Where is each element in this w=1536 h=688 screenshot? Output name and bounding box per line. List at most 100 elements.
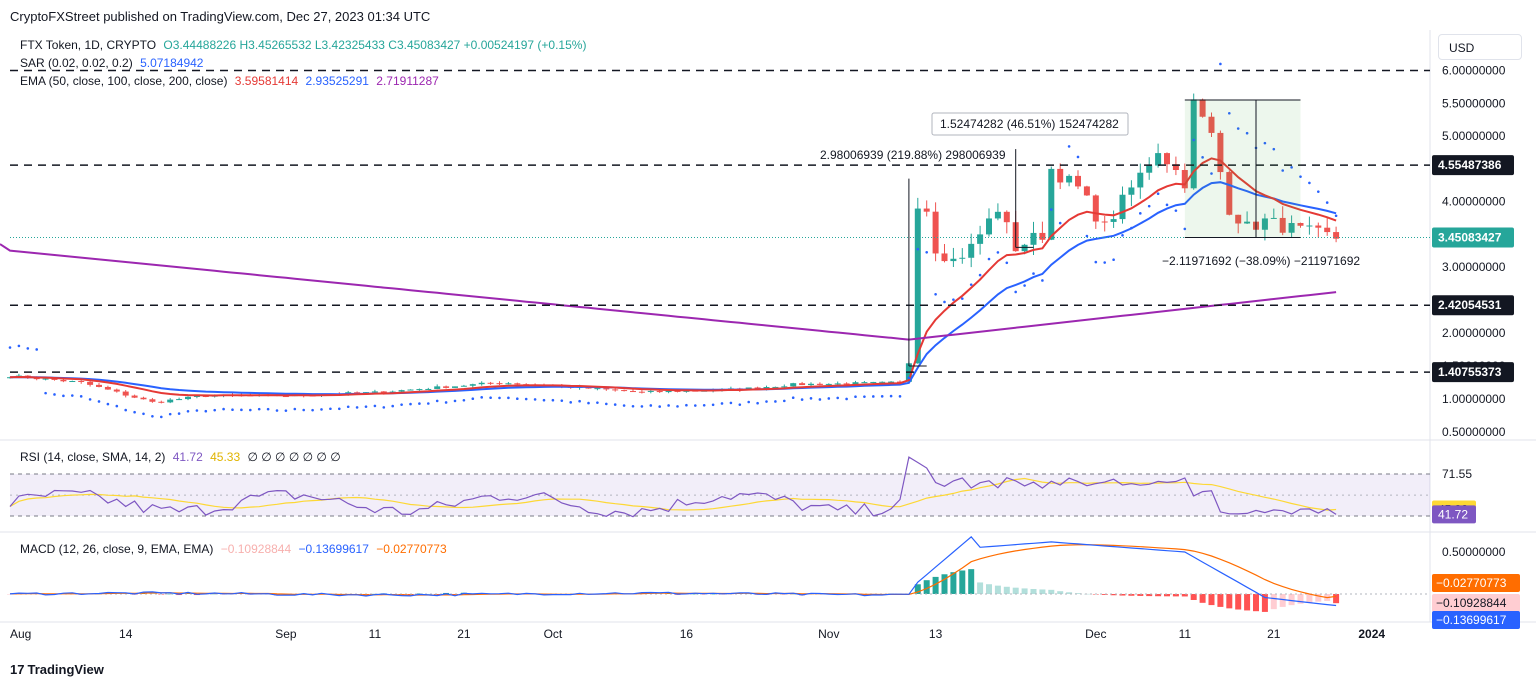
candle-body [638, 391, 645, 393]
macd-histogram-bar [1199, 594, 1206, 603]
candle-body [51, 378, 58, 380]
macd-histogram-bar [1315, 594, 1322, 602]
candle-body [656, 390, 663, 393]
ema-legend: EMA (50, close, 100, close, 200, close) … [20, 74, 443, 88]
candle-body [1181, 170, 1188, 189]
sar-dot [88, 398, 92, 401]
candle-body [603, 388, 610, 390]
candle-body [1199, 99, 1206, 117]
level-label-bg [1432, 362, 1514, 383]
sar-dot [569, 401, 572, 404]
macd-histogram-bar [1164, 594, 1170, 597]
sar-dot [382, 406, 386, 409]
sar-dot [124, 408, 127, 412]
sar-dot [498, 396, 501, 400]
sar-dot [676, 405, 679, 408]
candle-body [1092, 195, 1099, 222]
measure-range-box [1184, 99, 1301, 238]
sar-dot [1201, 156, 1204, 159]
macd-histogram-bar [1119, 594, 1126, 596]
macd-histogram-bar [1137, 594, 1144, 596]
candle-body [176, 399, 183, 401]
sar-dot [925, 250, 928, 254]
sar-dot [17, 344, 21, 348]
level-label: 4.55487386 [1438, 158, 1502, 172]
candle-body [282, 396, 289, 398]
measurement-label: −2.11971692 (−38.09%) −211971692 [1162, 254, 1360, 268]
candle-body [1021, 244, 1028, 252]
measurement-label: 2.98006939 (219.88%) 298006939 [820, 148, 1006, 162]
candle-body [149, 399, 156, 402]
sar-dot [1317, 190, 1320, 193]
sar-dot [177, 412, 181, 415]
macd-histogram-bar [1226, 594, 1233, 609]
sar-dot [26, 347, 30, 350]
sar-dot [1325, 201, 1329, 204]
candle-body [158, 401, 165, 403]
time-axis-label: Sep [275, 627, 297, 641]
candle-body [799, 383, 806, 386]
price-axis-label: 5.50000000 [1442, 96, 1506, 110]
tradingview-wordmark: TradingView [27, 662, 104, 677]
rsi-sma-line [9, 477, 1337, 511]
macd-histogram-bar [1244, 594, 1251, 611]
macd-histogram-bar [1003, 586, 1010, 594]
macd-histogram-bar [977, 582, 984, 594]
candle-body [1333, 232, 1340, 239]
sar-dot [987, 257, 991, 261]
currency-button[interactable]: USD [1438, 34, 1522, 60]
sar-dot [53, 393, 56, 396]
macd-histogram-bar [994, 585, 1001, 594]
candle-body [923, 208, 930, 212]
macd-histogram-bar [425, 593, 432, 595]
candle-body [1075, 175, 1081, 187]
sar-dot [97, 400, 101, 403]
sar-dot [71, 394, 74, 397]
candle-body [870, 381, 877, 383]
candle-body [1235, 214, 1242, 224]
level-label-bg [1432, 295, 1514, 316]
candle-body [897, 381, 903, 383]
macd-histogram-bar [959, 570, 966, 594]
macd-histogram-bar [1181, 594, 1188, 597]
sar-dot [1112, 258, 1115, 262]
sar-dot [257, 407, 261, 411]
sar-dot [1147, 204, 1151, 208]
sar-dot [329, 407, 332, 411]
macd-hist-value: −0.10928844 [220, 542, 292, 556]
candle-body [42, 378, 49, 380]
candle-body [1306, 225, 1313, 227]
candle-body [1288, 222, 1295, 233]
candle-body [914, 208, 921, 364]
sar-dot [35, 348, 38, 351]
ohlc-values: O3.44488226 H3.45265532 L3.42325433 C3.4… [163, 38, 587, 52]
candle-body [986, 218, 992, 235]
candle-body [808, 383, 814, 386]
macd-histogram-bar [1208, 594, 1215, 606]
candle-body [407, 389, 414, 391]
sar-dot [186, 410, 190, 413]
level-label-bg [1432, 155, 1514, 176]
candle-body [1208, 116, 1215, 133]
macd-histogram-bar [1306, 594, 1313, 603]
candle-body [994, 211, 1001, 219]
sar-dot [1067, 145, 1071, 148]
macd-histogram-bar [185, 593, 191, 594]
price-axis-label: 5.00000000 [1442, 129, 1506, 143]
candle-body [460, 385, 467, 387]
candle-body [1279, 217, 1286, 233]
sar-dot [1192, 138, 1195, 142]
sar-dot [560, 399, 564, 402]
sar-dot [783, 399, 786, 403]
price-axis-label: 0.50000000 [1442, 425, 1506, 439]
sar-dot [1130, 226, 1133, 230]
macd-histogram-bar [1110, 594, 1117, 596]
sar-dot [516, 397, 519, 400]
macd-histogram-bar [1235, 594, 1242, 610]
rsi-extra: ∅ ∅ ∅ ∅ ∅ ∅ ∅ [247, 450, 341, 464]
macd-histogram-bar [968, 569, 975, 594]
sar-dot [863, 395, 866, 398]
candle-body [87, 381, 94, 385]
candle-body [772, 386, 779, 388]
